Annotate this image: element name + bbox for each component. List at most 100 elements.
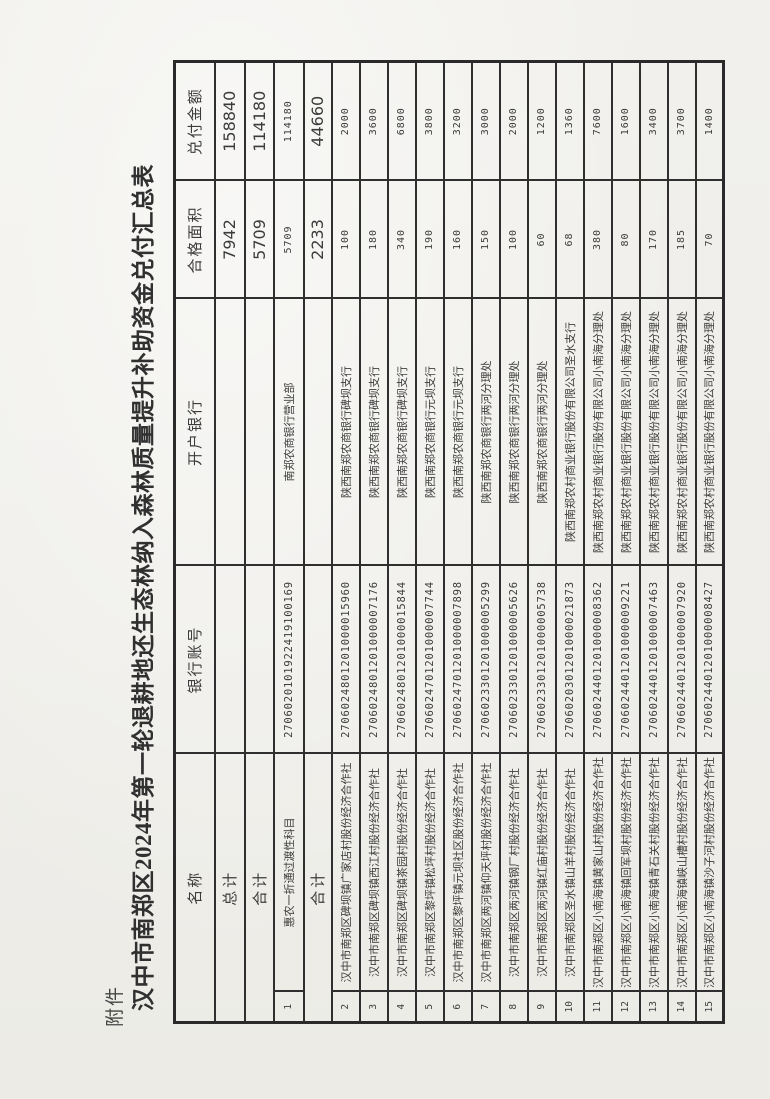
cell-area: 180 (359, 180, 388, 299)
row-number: 11 (583, 991, 612, 1023)
table-row: 10 汉中市南郑区圣水镇山羊村股份经济合作社 27060203012010000… (555, 61, 584, 1023)
cell-bank: 陕西南郑农村商业银行股份有限公司小南海分理处 (611, 298, 640, 566)
cell-bank: 南郑农商银行营业部 (273, 298, 304, 566)
cell-name: 汉中市南郑区小南海镇回军坝村股份经济合作社 (611, 753, 640, 992)
table-row: 8 汉中市南郑区两河镇钢厂村股份经济合作社 270602330120100000… (499, 61, 528, 1023)
cell-amount: 114180 (273, 61, 304, 181)
cell-amount: 3400 (639, 61, 668, 181)
cell-amount: 2000 (331, 61, 360, 181)
cell-name: 汉中市南郑区碑坝镇茶园村股份经济合作社 (387, 753, 416, 992)
table-row: 5 汉中市南郑区黎坪镇松坪村股份经济合作社 270602470120100000… (415, 61, 444, 1023)
table-row: 9 汉中市南郑区两河镇红庙村股份经济合作社 270602330120100000… (527, 61, 556, 1023)
row-number: 10 (555, 991, 584, 1023)
row-number: 2 (331, 991, 360, 1023)
cell-area: 68 (555, 180, 584, 299)
cell-account: 2706024801201000015844 (387, 565, 416, 754)
cell-amount: 3700 (667, 61, 696, 181)
cell-account: 2706023301201000005738 (527, 565, 556, 754)
cell-name: 惠农一折通过渡性科目 (273, 753, 304, 992)
cell-account: 2706024401201000008427 (695, 565, 724, 754)
total-area: 7942 (214, 180, 245, 299)
cell-account: 2706020101922419100169 (273, 565, 304, 754)
subtotal-label: 合计 (303, 753, 332, 1023)
cell-area: 160 (443, 180, 472, 299)
cell-area: 150 (471, 180, 500, 299)
row-number: 1 (273, 991, 304, 1023)
cell-account: 2706024401201000007463 (639, 565, 668, 754)
cell-account: 2706020301201000021873 (555, 565, 584, 754)
table-row: 7 汉中市南郑区两河镇仰天坪村股份经济合作社 27060233012010000… (471, 61, 500, 1023)
cell-name: 汉中市南郑区两河镇红庙村股份经济合作社 (527, 753, 556, 992)
row-number: 3 (359, 991, 388, 1023)
subtotal-amount: 44660 (303, 61, 332, 181)
cell-name: 汉中市南郑区黎坪镇松坪村股份经济合作社 (415, 753, 444, 992)
cell-amount: 3800 (415, 61, 444, 181)
cell-amount: 3600 (359, 61, 388, 181)
row-number: 4 (387, 991, 416, 1023)
row-number: 5 (415, 991, 444, 1023)
row-number: 8 (499, 991, 528, 1023)
cell-name: 汉中市南郑区小南海镇峡山槽村股份经济合作社 (667, 753, 696, 992)
table-row: 2 汉中市南郑区碑坝镇广家店村股份经济合作社 27060248012010000… (331, 61, 360, 1023)
subtotal-bank (303, 298, 332, 566)
cell-bank: 陕西南郑农商银行碑坝支行 (359, 298, 388, 566)
total-account (214, 565, 245, 754)
cell-amount: 3200 (443, 61, 472, 181)
cell-amount: 1360 (555, 61, 584, 181)
cell-name: 汉中市南郑区碑坝镇广家店村股份经济合作社 (331, 753, 360, 992)
cell-amount: 6800 (387, 61, 416, 181)
header-name: 名称 (174, 753, 215, 1023)
subtotal-row: 合计 2233 44660 (303, 61, 332, 1023)
cell-name: 汉中市南郑区小南海镇黄家山村股份经济合作社 (583, 753, 612, 992)
cell-bank: 陕西南郑农商银行两河分理处 (471, 298, 500, 566)
cell-bank: 陕西南郑农商银行两河分理处 (499, 298, 528, 566)
table-header-row: 名称 银行账号 开户银行 合格面积 兑付金额 (174, 61, 215, 1023)
subtotal-row: 合计 5709 114180 (244, 61, 274, 1023)
cell-area: 100 (499, 180, 528, 299)
total-amount: 158840 (214, 61, 245, 181)
cell-area: 60 (527, 180, 556, 299)
cell-account: 2706024401201000009221 (611, 565, 640, 754)
table-row: 11 汉中市南郑区小南海镇黄家山村股份经济合作社 270602440120100… (583, 61, 612, 1023)
header-account: 银行账号 (174, 565, 215, 754)
table-row: 15 汉中市南郑区小南海镇沙子河村股份经济合作社 270602440120100… (695, 61, 724, 1023)
cell-name: 汉中市南郑区小南海镇青石关村股份经济合作社 (639, 753, 668, 992)
cell-area: 185 (667, 180, 696, 299)
header-bank: 开户银行 (174, 298, 215, 566)
cell-bank: 陕西南郑农村商业银行股份有限公司圣水支行 (555, 298, 584, 566)
subtotal-account (303, 565, 332, 754)
cell-bank: 陕西南郑农商银行两河分理处 (527, 298, 556, 566)
row-number: 13 (639, 991, 668, 1023)
subtotal-bank (244, 298, 274, 566)
transition-row: 1 惠农一折通过渡性科目 2706020101922419100169 南郑农商… (273, 61, 304, 1023)
cell-name: 汉中市南郑区圣水镇山羊村股份经济合作社 (555, 753, 584, 992)
cell-account: 2706023301201000005626 (499, 565, 528, 754)
cell-area: 70 (695, 180, 724, 299)
row-number: 14 (667, 991, 696, 1023)
table-row: 12 汉中市南郑区小南海镇回军坝村股份经济合作社 270602440120100… (611, 61, 640, 1023)
row-number: 15 (695, 991, 724, 1023)
table-row: 13 汉中市南郑区小南海镇青石关村股份经济合作社 270602440120100… (639, 61, 668, 1023)
cell-name: 汉中市南郑区两河镇钢厂村股份经济合作社 (499, 753, 528, 992)
cell-bank: 陕西南郑农村商业银行股份有限公司小南海分理处 (695, 298, 724, 566)
cell-area: 340 (387, 180, 416, 299)
cell-bank: 陕西南郑农商银行碑坝支行 (387, 298, 416, 566)
cell-bank: 陕西南郑农村商业银行股份有限公司小南海分理处 (583, 298, 612, 566)
cell-account: 2706024801201000015960 (331, 565, 360, 754)
cell-account: 2706024401201000008362 (583, 565, 612, 754)
cell-area: 80 (611, 180, 640, 299)
cell-bank: 陕西南郑农村商业银行股份有限公司小南海分理处 (639, 298, 668, 566)
cell-amount: 1200 (527, 61, 556, 181)
cell-amount: 7600 (583, 61, 612, 181)
cell-account: 2706024801201000007176 (359, 565, 388, 754)
cell-account: 2706024701201000007744 (415, 565, 444, 754)
table-row: 3 汉中市南郑区碑坝镇西江村股份经济合作社 270602480120100000… (359, 61, 388, 1023)
cell-account: 2706024401201000007920 (667, 565, 696, 754)
cell-bank: 陕西南郑农商银行元坝支行 (443, 298, 472, 566)
cell-bank: 陕西南郑农商银行碑坝支行 (331, 298, 360, 566)
table-row: 14 汉中市南郑区小南海镇峡山槽村股份经济合作社 270602440120100… (667, 61, 696, 1023)
header-area: 合格面积 (174, 180, 215, 299)
cell-amount: 3000 (471, 61, 500, 181)
cell-name: 汉中市南郑区碑坝镇西江村股份经济合作社 (359, 753, 388, 992)
